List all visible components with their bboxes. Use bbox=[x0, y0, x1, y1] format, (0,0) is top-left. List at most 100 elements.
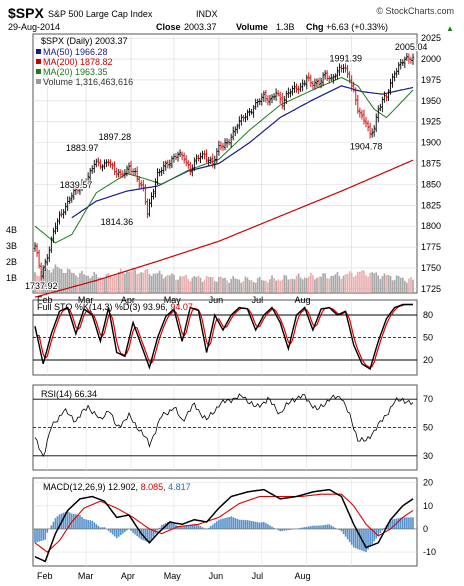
price-annotation: 1991.39 bbox=[329, 53, 362, 63]
macd-histogram-bar bbox=[230, 516, 232, 529]
volume-bar bbox=[136, 273, 138, 293]
volume-bar bbox=[320, 276, 322, 293]
x-tick-label: Mar bbox=[78, 295, 94, 305]
macd-histogram-bar bbox=[391, 519, 394, 529]
sto-tick-label: 80 bbox=[423, 310, 433, 320]
volume-bar bbox=[122, 271, 124, 293]
macd-histogram-bar bbox=[352, 528, 355, 548]
macd-signal-value: 8.085, bbox=[141, 482, 169, 492]
volume-bar bbox=[56, 266, 59, 293]
up-arrow-icon: ▲ bbox=[446, 24, 454, 33]
macd-histogram-bar bbox=[199, 526, 202, 529]
macd-histogram-bar bbox=[113, 528, 116, 537]
volume-bar bbox=[193, 276, 196, 293]
volume-bar bbox=[91, 276, 94, 293]
volume-bar bbox=[169, 275, 171, 293]
macd-histogram-bar bbox=[246, 520, 249, 529]
macd-histogram-bar bbox=[81, 516, 83, 529]
volume-bar bbox=[265, 280, 267, 293]
rsi-title: RSI(14) 66.34 bbox=[41, 389, 97, 399]
volume-bar bbox=[363, 270, 365, 293]
volume-bar bbox=[305, 278, 308, 293]
macd-tick-label: 0 bbox=[423, 524, 428, 534]
macd-histogram-value: 4.817 bbox=[168, 482, 191, 492]
macd-histogram-bar bbox=[234, 518, 237, 529]
volume-bar bbox=[150, 275, 153, 293]
price-tick-label: 1825 bbox=[421, 200, 441, 210]
macd-histogram-bar bbox=[367, 528, 369, 550]
macd-histogram-bar bbox=[399, 517, 402, 529]
volume-bar bbox=[152, 273, 155, 293]
volume-bar bbox=[44, 269, 47, 293]
volume-bar bbox=[187, 278, 190, 293]
macd-panel: 20 10 0 -10 MACD(12,26,9) 12.902, 8.085, 4.8… bbox=[32, 477, 436, 567]
macd-histogram-bar bbox=[138, 528, 141, 538]
volume-bar bbox=[70, 272, 73, 293]
macd-histogram-bar bbox=[369, 528, 371, 547]
volume-bar bbox=[312, 275, 314, 293]
macd-histogram-bar bbox=[197, 525, 200, 529]
x-axis: Feb Feb Mar Mar Apr Apr May May Jun Jun Jul Jul Aug A… bbox=[37, 295, 310, 581]
macd-histogram-bar bbox=[38, 528, 40, 542]
x-tick-label: Feb bbox=[37, 295, 53, 305]
volume-bar bbox=[124, 273, 126, 293]
volume-bar bbox=[254, 282, 257, 293]
macd-histogram-bar bbox=[332, 526, 335, 529]
volume-bar bbox=[201, 281, 204, 293]
rsi-tick-label: 50 bbox=[423, 423, 433, 433]
price-tick-label: 2025 bbox=[421, 33, 441, 43]
volume-bar bbox=[322, 273, 324, 293]
macd-histogram-bar bbox=[162, 524, 165, 529]
rsi-panel: 70 50 30 RSI(14) 66.34 bbox=[32, 384, 433, 471]
macd-histogram-bar bbox=[387, 522, 390, 529]
volume-bar bbox=[164, 276, 167, 293]
macd-tick-label: 20 bbox=[423, 478, 433, 488]
macd-histogram-bar bbox=[314, 525, 316, 529]
volume-bar bbox=[119, 268, 122, 293]
volume-bar bbox=[279, 280, 282, 293]
volume-bar bbox=[34, 272, 36, 293]
volume-bar bbox=[375, 272, 378, 293]
volume-bar bbox=[336, 272, 339, 293]
volume-bar bbox=[234, 278, 237, 293]
volume-bar bbox=[387, 275, 390, 293]
volume-bar bbox=[175, 279, 177, 293]
macd-histogram-bar bbox=[54, 518, 57, 529]
macd-histogram-bar bbox=[328, 524, 331, 529]
volume-bar bbox=[326, 278, 329, 293]
volume-bar bbox=[365, 275, 367, 293]
macd-histogram-bar bbox=[193, 523, 196, 529]
macd-histogram-bar bbox=[148, 528, 151, 543]
volume-bar bbox=[138, 273, 141, 293]
stochastic-title: Full STO %K(14,3) %D(3) 93.96, 94.07 bbox=[37, 302, 193, 312]
price-tick-label: 1725 bbox=[421, 284, 441, 294]
macd-histogram-bar bbox=[91, 520, 94, 529]
volume-bar bbox=[140, 272, 143, 293]
macd-histogram-bar bbox=[191, 524, 194, 529]
macd-histogram-bar bbox=[169, 520, 171, 529]
volume-bar bbox=[48, 269, 51, 293]
macd-histogram-bar bbox=[401, 517, 404, 529]
volume-bar bbox=[391, 280, 394, 293]
volume-bar bbox=[183, 275, 185, 293]
macd-line bbox=[34, 488, 414, 563]
volume-bar bbox=[117, 272, 120, 293]
volume-bar bbox=[203, 279, 206, 293]
volume-bar bbox=[295, 275, 298, 293]
macd-histogram-bar bbox=[207, 527, 210, 529]
volume-bar bbox=[107, 273, 110, 293]
macd-histogram-bar bbox=[130, 528, 132, 531]
volume-bar bbox=[401, 277, 404, 293]
macd-histogram-bar bbox=[177, 525, 179, 529]
macd-histogram-bar bbox=[248, 520, 251, 529]
volume-bar bbox=[316, 277, 318, 293]
volume-bar bbox=[383, 273, 386, 293]
macd-histogram-bar bbox=[342, 528, 345, 534]
volume-bar bbox=[126, 271, 128, 293]
macd-histogram-bar bbox=[316, 525, 318, 529]
volume-bar bbox=[399, 277, 402, 293]
close-value: 2003.37 bbox=[184, 22, 217, 32]
macd-histogram-bar bbox=[115, 528, 118, 539]
legend-swatch bbox=[36, 59, 41, 64]
